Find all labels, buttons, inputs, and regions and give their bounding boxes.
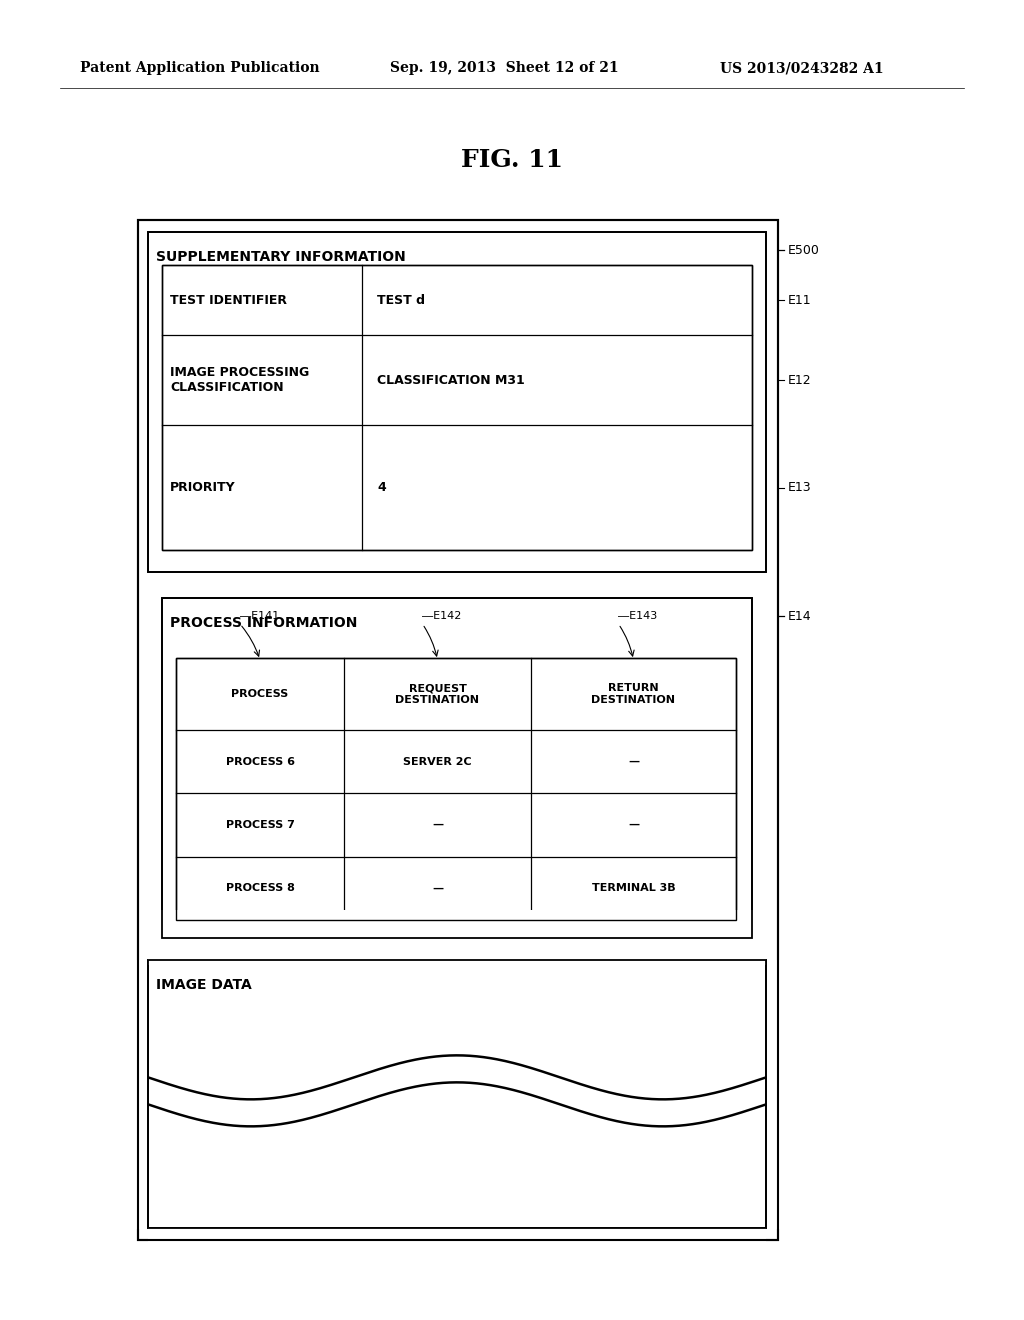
Text: US 2013/0243282 A1: US 2013/0243282 A1 [720,61,884,75]
Text: PROCESS INFORMATION: PROCESS INFORMATION [170,616,357,630]
Bar [138,220,778,1239]
Text: 4: 4 [377,480,386,494]
Bar [148,909,766,965]
Text: PROCESS 6: PROCESS 6 [225,756,295,767]
Bar [138,220,778,1239]
Text: ―E143: ―E143 [618,611,657,620]
Bar [176,657,736,920]
Text: ―E141: ―E141 [240,611,280,620]
Bar [162,598,752,939]
Bar [148,232,766,572]
Text: SUPPLEMENTARY INFORMATION: SUPPLEMENTARY INFORMATION [156,249,406,264]
Text: —: — [628,756,639,767]
Text: TEST d: TEST d [377,293,425,306]
Text: IMAGE PROCESSING
CLASSIFICATION: IMAGE PROCESSING CLASSIFICATION [170,366,309,393]
Text: IMAGE DATA: IMAGE DATA [156,978,252,993]
Text: PROCESS: PROCESS [231,689,289,700]
Text: TERMINAL 3B: TERMINAL 3B [592,883,675,894]
Text: PRIORITY: PRIORITY [170,480,236,494]
Text: —: — [432,820,443,830]
Bar [0,960,147,1229]
Text: Patent Application Publication: Patent Application Publication [80,61,319,75]
Text: FIG. 11: FIG. 11 [461,148,563,172]
Text: REQUEST
DESTINATION: REQUEST DESTINATION [395,684,479,705]
Bar [767,960,1024,1229]
Text: —: — [628,820,639,830]
Text: ―E142: ―E142 [423,611,462,620]
Text: E12: E12 [788,374,812,387]
Text: TEST IDENTIFIER: TEST IDENTIFIER [170,293,287,306]
Text: E600: E600 [788,1088,820,1101]
Text: E500: E500 [788,243,820,256]
Text: Sep. 19, 2013  Sheet 12 of 21: Sep. 19, 2013 Sheet 12 of 21 [390,61,618,75]
Bar [162,265,752,550]
Bar [148,1228,766,1278]
Bar [162,598,752,939]
Text: E14: E14 [788,610,812,623]
Text: PROCESS 8: PROCESS 8 [225,883,295,894]
Bar [148,960,766,1228]
Text: RETURN
DESTINATION: RETURN DESTINATION [592,684,676,705]
Text: E11: E11 [788,293,812,306]
Text: PROCESS 7: PROCESS 7 [225,820,295,830]
Text: CLASSIFICATION M31: CLASSIFICATION M31 [377,374,524,387]
Text: SERVER 2C: SERVER 2C [403,756,472,767]
Bar [176,657,736,920]
Bar [148,960,766,1228]
Bar [148,232,766,572]
Text: E13: E13 [788,480,812,494]
Text: —: — [432,883,443,894]
Bar [162,265,752,550]
